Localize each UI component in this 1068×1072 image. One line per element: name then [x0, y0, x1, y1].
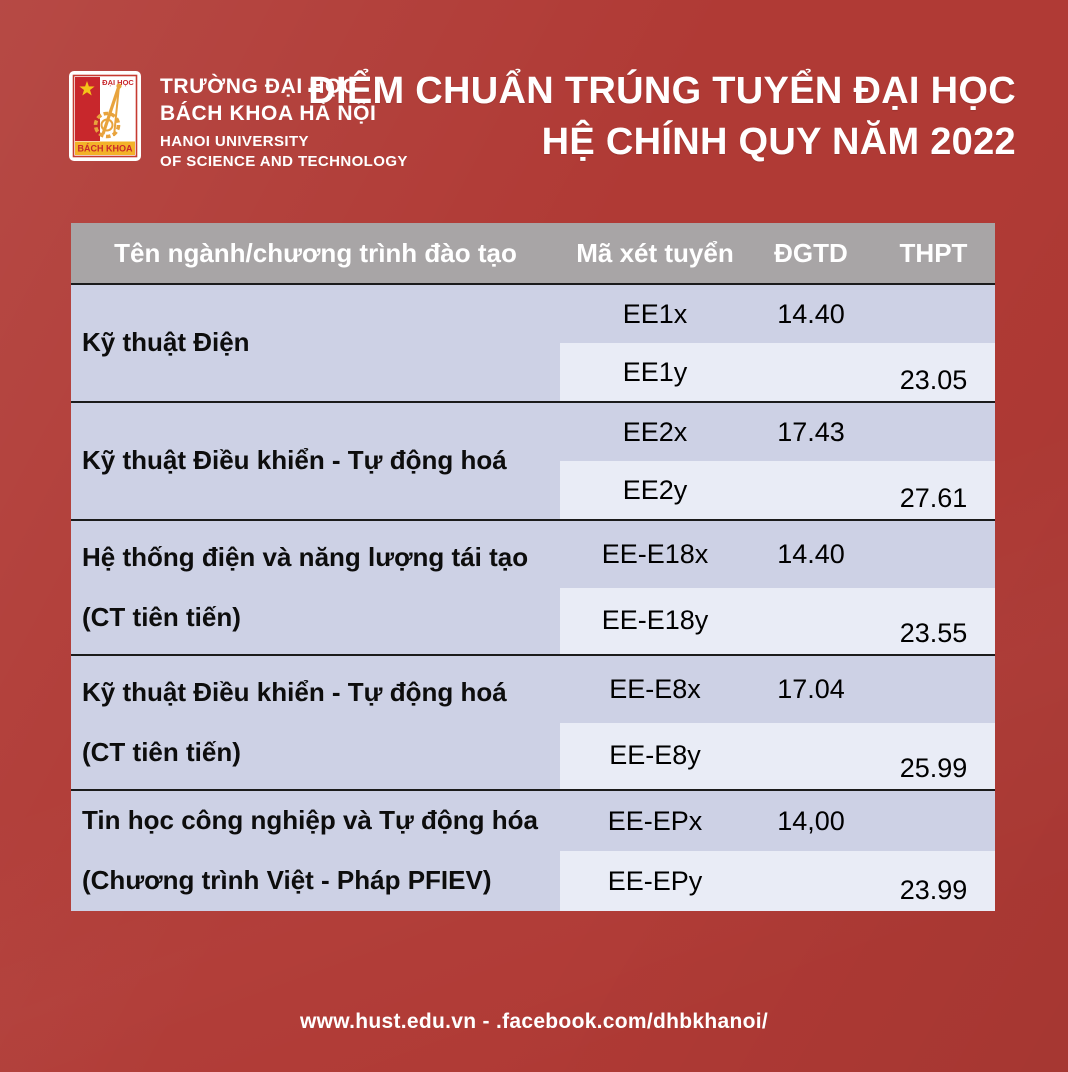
dgtd-score: 14,00	[777, 805, 845, 836]
dgtd-score: 14.40	[777, 538, 845, 569]
subrow: EE-E8y 25.99	[560, 722, 995, 790]
thpt-score	[872, 285, 995, 343]
dgtd-score: 17.43	[777, 416, 845, 447]
table-row-group: Kỹ thuật Điện EE1x 14.40 EE1y 23.05	[71, 285, 995, 403]
university-name-vi-line2: BÁCH KHOA HÀ NỘI	[160, 102, 377, 125]
university-name-block: TRƯỜNG ĐẠI HỌC BÁCH KHOA HÀ NỘI HANOI UN…	[160, 70, 408, 172]
subrow: EE1x 14.40	[560, 285, 995, 343]
program-name: Kỹ thuật Điện	[82, 327, 250, 358]
table-row-group: Tin học công nghiệp và Tự động hóa (Chươ…	[71, 791, 995, 911]
program-name: Kỹ thuật Điều khiển - Tự động hoá	[82, 445, 507, 476]
admission-code: EE-E18y	[601, 605, 709, 636]
admission-code: EE-E8x	[609, 673, 701, 704]
university-name-vi-line1: TRƯỜNG ĐẠI HỌC	[160, 75, 358, 98]
subrow: EE2y 27.61	[560, 461, 995, 519]
header-dgtd: ĐGTD	[774, 237, 848, 268]
group-subrows: EE1x 14.40 EE1y 23.05	[560, 285, 995, 401]
admission-code: EE-EPx	[607, 805, 703, 836]
group-subrows: EE-E8x 17.04 EE-E8y 25.99	[560, 656, 995, 789]
admission-code: EE-E8y	[609, 740, 701, 771]
hust-logo: ĐẠI HỌC BÁCH KHOA	[69, 71, 141, 161]
group-subrows: EE2x 17.43 EE2y 27.61	[560, 403, 995, 519]
poster-title-line1: ĐIỂM CHUẨN TRÚNG TUYỂN ĐẠI HỌC	[308, 70, 1016, 112]
subrow: EE-E18x 14.40	[560, 521, 995, 588]
gear-icon	[93, 111, 121, 139]
admission-code: EE-E18x	[601, 538, 709, 569]
admission-code: EE2x	[622, 416, 688, 447]
dgtd-score	[750, 461, 872, 519]
thpt-score	[872, 403, 995, 461]
dgtd-score	[750, 588, 872, 655]
thpt-score: 23.55	[899, 618, 968, 648]
thpt-score	[872, 521, 995, 588]
thpt-score	[872, 791, 995, 851]
header-thpt: THPT	[899, 237, 968, 268]
program-name: Kỹ thuật Điều khiển - Tự động hoá (CT ti…	[82, 676, 507, 767]
score-table: Tên ngành/chương trình đào tạo Mã xét tu…	[71, 223, 995, 911]
subrow: EE-EPy 23.99	[560, 851, 995, 911]
poster-title: ĐIỂM CHUẨN TRÚNG TUYỂN ĐẠI HỌC HỆ CHÍNH …	[308, 66, 1016, 168]
dgtd-score: 14.40	[777, 298, 845, 329]
program-name: Tin học công nghiệp và Tự động hóa (Chươ…	[82, 805, 539, 895]
star-icon	[79, 81, 95, 96]
admission-code: EE1y	[622, 356, 688, 387]
subrow: EE-E8x 17.04	[560, 656, 995, 723]
compass-leg-icon	[101, 85, 121, 135]
gear-hub	[100, 118, 114, 132]
subrow: EE1y 23.05	[560, 343, 995, 401]
admission-code: EE-EPy	[607, 865, 703, 896]
logo-top-label: ĐẠI HỌC	[102, 78, 134, 87]
table-header-row: Tên ngành/chương trình đào tạo Mã xét tu…	[71, 223, 995, 285]
brand-block: ĐẠI HỌC BÁCH KHOA TRƯỜNG ĐẠI HỌC BÁCH KH…	[68, 70, 408, 172]
dgtd-score	[750, 723, 872, 790]
thpt-score: 23.05	[899, 365, 968, 395]
subrow: EE2x 17.43	[560, 403, 995, 461]
admission-code: EE1x	[622, 298, 688, 329]
thpt-score	[872, 656, 995, 723]
program-name: Hệ thống điện và năng lượng tái tạo (CT …	[82, 541, 529, 632]
dgtd-score: 17.04	[777, 673, 845, 704]
table-row-group: Kỹ thuật Điều khiển - Tự động hoá EE2x 1…	[71, 403, 995, 521]
logo-gold-band	[75, 141, 135, 155]
admission-code: EE2y	[622, 474, 688, 505]
subrow: EE-E18y 23.55	[560, 587, 995, 655]
compass-leg2-icon	[113, 85, 120, 137]
university-name-en-line1: HANOI UNIVERSITY	[160, 133, 309, 150]
header-program-name: Tên ngành/chương trình đào tạo	[114, 237, 517, 268]
thpt-score: 27.61	[899, 483, 968, 513]
dgtd-score	[750, 851, 872, 911]
group-subrows: EE-E18x 14.40 EE-E18y 23.55	[560, 521, 995, 654]
thpt-score: 25.99	[899, 753, 968, 783]
subrow: EE-EPx 14,00	[560, 791, 995, 851]
dgtd-score	[750, 343, 872, 401]
group-subrows: EE-EPx 14,00 EE-EPy 23.99	[560, 791, 995, 911]
thpt-score: 23.99	[899, 875, 968, 905]
table-row-group: Hệ thống điện và năng lượng tái tạo (CT …	[71, 521, 995, 656]
logo-bottom-label: BÁCH KHOA	[78, 144, 133, 154]
university-name-en-line2: OF SCIENCE AND TECHNOLOGY	[160, 153, 408, 170]
footer-links: www.hust.edu.vn - .facebook.com/dhbkhano…	[299, 1010, 769, 1033]
table-row-group: Kỹ thuật Điều khiển - Tự động hoá (CT ti…	[71, 656, 995, 791]
poster-title-line2: HỆ CHÍNH QUY NĂM 2022	[541, 121, 1016, 163]
header-admission-code: Mã xét tuyển	[576, 237, 734, 268]
